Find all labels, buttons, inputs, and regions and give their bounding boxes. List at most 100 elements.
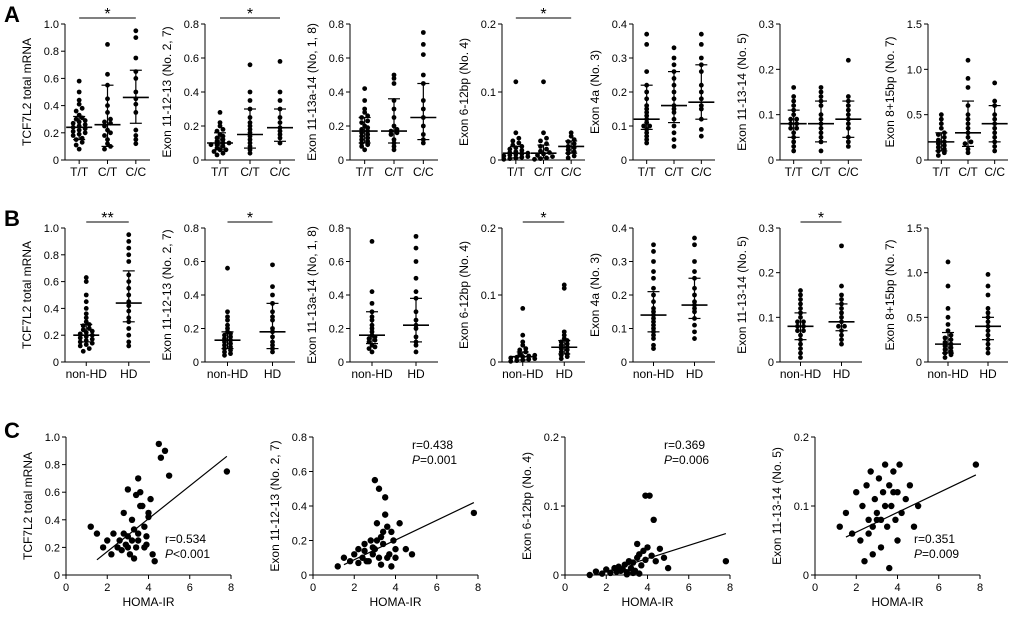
data-point (413, 275, 419, 281)
data-point (520, 342, 526, 348)
correlation-plot-16: 0 0.1 0.2 0 2 4 6 8 HOMA-IR Exon 6-12bp (No. 4) r=… (520, 432, 733, 609)
data-point (935, 144, 941, 150)
data-point (392, 545, 399, 553)
y-axis-label: Exon 11-13-14 (No. 5) (735, 236, 749, 354)
significance-label: * (540, 6, 546, 23)
data-point (225, 317, 230, 323)
y-tick-label: 1.5 (907, 223, 922, 235)
dot-plot-4: 0 0.1 0.2 0.3 0.4 T/T C/T C/C Exon 4a (No. 3) (588, 19, 715, 179)
data-point (366, 346, 372, 351)
data-point (558, 356, 564, 362)
data-point (698, 31, 704, 37)
data-point (83, 311, 89, 317)
data-point (839, 297, 844, 302)
data-point (568, 133, 574, 139)
category-label: T/T (932, 165, 951, 179)
data-point (102, 119, 107, 125)
significance-label: * (104, 6, 110, 23)
data-point (388, 563, 395, 570)
data-point (149, 551, 156, 558)
data-point (132, 491, 140, 499)
data-point (617, 567, 624, 575)
data-point (801, 328, 806, 334)
data-point (798, 292, 803, 298)
data-point (894, 537, 901, 544)
category-label: C/T (240, 165, 260, 179)
data-point (538, 148, 543, 154)
data-point (508, 358, 514, 364)
data-point (863, 482, 870, 489)
y-tick-label: 0.3 (759, 223, 774, 235)
correlation-r: r=0.534 (165, 532, 206, 546)
data-point (985, 341, 991, 347)
data-point (795, 319, 800, 325)
data-point (83, 319, 89, 325)
dot-plot-5: 0 0.1 0.2 0.3 T/T C/T C/C Exon 11-13-14 (No. 5) (735, 19, 862, 179)
data-point (644, 69, 650, 74)
y-axis-label: Exon 4a (No. 3) (588, 253, 602, 337)
data-point (220, 126, 226, 132)
dot-plot-13: 0 0.5 1.0 1.5 non-HD HD Exon 8+15bp (No. 7) (883, 223, 1008, 381)
dot-plot-12: 0 0.1 0.2 0.3 non-HD HD Exon 11-13-14 (No. 5) * (735, 210, 862, 381)
data-point (82, 122, 88, 128)
data-point (413, 349, 419, 355)
data-point (108, 116, 113, 122)
data-point (83, 279, 89, 284)
data-point (965, 57, 971, 63)
data-point (671, 62, 677, 68)
data-point (222, 342, 227, 348)
data-point (644, 140, 650, 146)
data-point (985, 346, 991, 351)
y-tick-label: 0.1 (794, 501, 809, 513)
data-point (362, 147, 368, 153)
y-tick-label: 0.4 (44, 101, 59, 113)
data-point (408, 551, 416, 558)
y-tick-label: 0.8 (44, 250, 59, 262)
data-point (538, 138, 543, 144)
data-point (914, 502, 922, 510)
y-tick-label: 0.8 (44, 46, 59, 58)
data-point (270, 262, 275, 268)
y-tick-label: 0 (553, 570, 559, 582)
significance-label: * (247, 6, 253, 23)
data-point (867, 468, 874, 475)
data-point (651, 336, 656, 341)
data-point (413, 342, 419, 348)
x-tick-label: 8 (228, 582, 234, 594)
data-point (520, 332, 526, 338)
data-point (839, 341, 844, 347)
data-point (948, 332, 954, 338)
y-tick-label: 0.3 (612, 257, 627, 269)
data-point (842, 323, 847, 329)
data-point (890, 489, 897, 496)
y-tick-label: 0 (621, 155, 627, 167)
category-label: HD (407, 367, 425, 381)
data-point (134, 475, 142, 482)
data-point (550, 154, 555, 160)
data-point (126, 232, 132, 238)
data-point (359, 144, 365, 149)
data-point (77, 343, 83, 349)
data-point (369, 239, 375, 244)
data-point (798, 288, 803, 293)
data-point (839, 243, 844, 249)
data-point (375, 485, 383, 492)
category-label: T/T (356, 165, 375, 179)
data-point (818, 89, 824, 95)
data-point (377, 561, 385, 568)
data-point (886, 564, 893, 572)
data-point (93, 530, 101, 537)
y-tick-label: 0 (768, 155, 774, 167)
y-tick-label: 0.4 (329, 87, 344, 99)
category-label: T/T (638, 165, 657, 179)
y-tick-label: 0.2 (481, 223, 496, 235)
data-point (839, 292, 844, 298)
data-point (869, 551, 876, 558)
data-point (391, 147, 397, 153)
data-point (525, 154, 531, 160)
data-point (110, 530, 117, 537)
y-tick-label: 0.2 (45, 542, 60, 554)
data-point (79, 139, 85, 145)
data-point (795, 328, 800, 334)
data-point (520, 306, 526, 311)
